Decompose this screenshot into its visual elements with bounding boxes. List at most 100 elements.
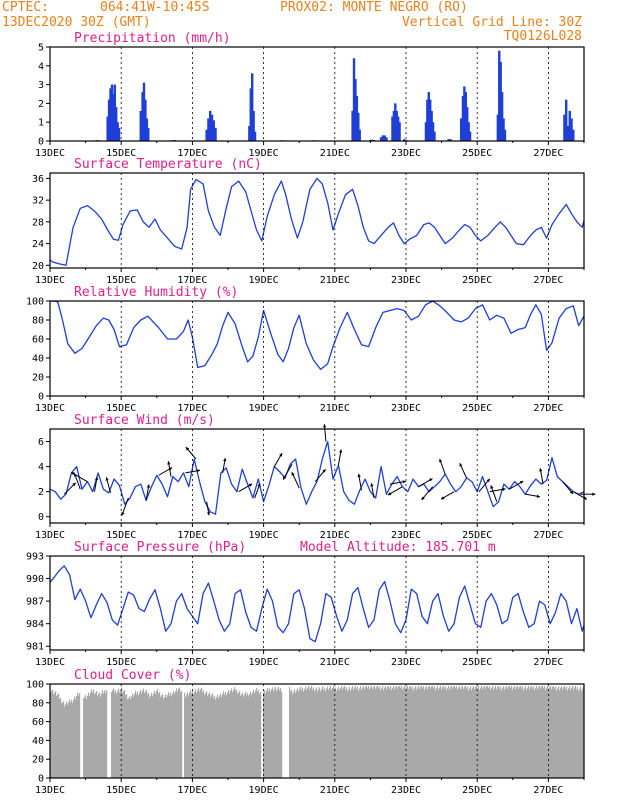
cloud-cover-bar: [341, 685, 343, 778]
cloud-cover-bar: [470, 686, 472, 778]
cloud-cover-bar: [528, 685, 530, 778]
cloud-cover-bar: [207, 695, 209, 778]
cloud-cover-bar: [494, 687, 496, 778]
cloud-cover-bar: [355, 685, 357, 778]
cloud-cover-bar: [443, 685, 445, 778]
cloud-cover-bar: [218, 698, 220, 778]
cloud-cover-bar: [380, 690, 382, 778]
cloud-cover-bar: [495, 685, 497, 778]
wind-arrow-head: [279, 453, 283, 457]
cloud-cover-y-tick-label: 60: [32, 717, 44, 728]
cloud-cover-bar: [565, 688, 567, 778]
wind-arrow-head: [592, 492, 596, 496]
precipitation-bar: [499, 62, 502, 141]
wind-arrow: [508, 480, 524, 490]
cloud-cover-bar: [376, 686, 378, 778]
cloud-cover-bar: [351, 688, 353, 778]
precipitation-bar: [354, 78, 357, 141]
cloud-cover-bar: [155, 694, 157, 778]
cloud-cover-bar: [96, 691, 98, 778]
surface-pressure-x-tick-label: 23DEC: [391, 657, 421, 668]
cloud-cover-bar: [291, 689, 293, 778]
cloud-cover-bar: [460, 689, 462, 778]
cloud-cover-bar: [222, 694, 224, 778]
precipitation-bar: [396, 116, 400, 141]
cloud-cover-bar: [503, 685, 505, 778]
cloud-cover-bar: [479, 689, 481, 778]
cloud-cover-bar: [431, 686, 433, 778]
precipitation-bar: [447, 139, 450, 141]
cloud-cover-bar: [172, 693, 174, 778]
cloud-cover-bar: [95, 692, 97, 778]
cloud-cover-bar: [537, 689, 539, 778]
relative-humidity-title: Relative Humidity (%): [74, 285, 238, 300]
wind-arrow: [94, 476, 99, 492]
cloud-cover-bar: [149, 697, 151, 778]
wind-arrow-head: [536, 494, 540, 498]
cloud-cover-bar: [408, 689, 410, 778]
wind-arrow-head: [459, 463, 463, 467]
cloud-cover-bar: [482, 689, 484, 778]
precipitation-bar: [252, 110, 255, 141]
cloud-cover-bar: [540, 688, 542, 778]
cloud-cover-bar: [256, 687, 258, 778]
cloud-cover-x-tick-label: 15DEC: [106, 785, 136, 796]
cloud-cover-bar: [392, 687, 394, 778]
cloud-cover-bar: [90, 692, 92, 778]
cloud-cover-bar: [517, 685, 519, 778]
cloud-cover-bar: [407, 685, 409, 778]
cloud-cover-bar: [233, 689, 235, 778]
cloud-cover-bar: [345, 689, 347, 778]
cloud-cover-bar: [435, 690, 437, 778]
wind-arrow-head: [105, 477, 109, 481]
cloud-cover-bar: [498, 685, 500, 778]
cloud-cover-bar: [318, 689, 320, 778]
wind-arrow-head: [370, 483, 374, 487]
cloud-cover-bar: [255, 690, 257, 778]
cloud-cover-bar: [238, 692, 240, 778]
cloud-cover-bar: [254, 693, 256, 778]
cloud-cover-bar: [454, 685, 456, 778]
wind-arrow-head: [502, 487, 506, 491]
cloud-cover-bar: [340, 688, 342, 778]
precipitation-bar: [248, 125, 251, 141]
precipitation-bar: [210, 114, 214, 141]
cloud-cover-bar: [196, 692, 198, 778]
cloud-cover-bar: [97, 695, 99, 778]
wind-arrow-head: [339, 449, 343, 453]
cloud-cover-bar: [475, 686, 477, 778]
surface-temperature-x-tick-label: 25DEC: [462, 275, 492, 286]
cloud-cover-bar: [114, 692, 116, 778]
cloud-cover-bar: [335, 687, 337, 778]
cloud-cover-bar: [102, 690, 104, 778]
cloud-cover-bar: [300, 686, 302, 778]
cloud-cover-bar: [316, 687, 318, 778]
cloud-cover-bar: [381, 688, 383, 778]
cloud-cover-bar: [338, 686, 340, 778]
wind-arrow: [337, 449, 343, 466]
cloud-cover-y-tick-label: 20: [32, 755, 44, 766]
header-org: CPTEC:: [2, 0, 49, 15]
cloud-cover-bar: [474, 689, 476, 778]
precipitation-bar: [468, 131, 472, 141]
wind-arrow: [167, 461, 172, 477]
precipitation-bar: [464, 92, 468, 141]
cloud-cover-bar: [458, 687, 460, 778]
wind-arrow-head: [421, 496, 425, 500]
cloud-cover-bar: [485, 688, 487, 778]
cloud-cover-bar: [420, 686, 422, 778]
cloud-cover-bar: [290, 691, 292, 778]
cloud-cover-bar: [514, 685, 516, 778]
cloud-cover-bar: [248, 696, 250, 778]
cloud-cover-bar: [508, 686, 510, 778]
cloud-cover-bar: [116, 693, 118, 778]
cloud-cover-bar: [571, 687, 573, 778]
cloud-cover-bar: [375, 688, 377, 778]
cloud-cover-bar: [63, 701, 65, 778]
cloud-cover-bar: [226, 695, 228, 778]
surface-temperature-y-tick-label: 36: [32, 174, 44, 185]
surface-pressure-x-tick-label: 25DEC: [462, 657, 492, 668]
cloud-cover-bar: [59, 698, 61, 778]
cloud-cover-bar: [557, 688, 559, 778]
cloud-cover-bar: [574, 687, 576, 778]
